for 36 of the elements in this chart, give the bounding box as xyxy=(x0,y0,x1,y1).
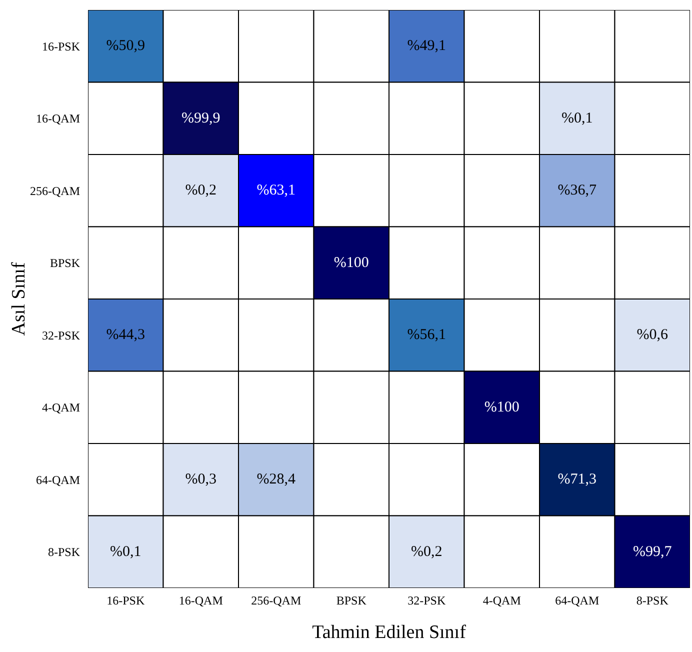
x-tick-label: 16-PSK xyxy=(106,594,145,608)
data-label: %28,4 xyxy=(256,472,296,488)
x-tick-label: 32-PSK xyxy=(408,594,446,608)
y-axis-title: Asıl Sınıf xyxy=(8,262,30,336)
data-label: %0,2 xyxy=(185,182,216,199)
data-label: %99,9 xyxy=(182,110,220,126)
data-label: %0,6 xyxy=(636,327,668,344)
x-tick-label: BPSK xyxy=(336,594,367,608)
data-label: %0,1 xyxy=(562,110,593,126)
y-tick-label: 16-QAM xyxy=(36,112,80,126)
y-tick-label: 16-PSK xyxy=(42,39,80,54)
data-label: %44,3 xyxy=(106,327,145,344)
x-tick-label: 4-QAM xyxy=(482,594,522,608)
x-axis-title: Tahmin Edilen Sınıf xyxy=(312,622,467,643)
x-tick-label: 64-QAM xyxy=(555,594,600,608)
y-tick-label: 32-PSK xyxy=(42,328,80,342)
data-label: %49,1 xyxy=(407,38,446,54)
y-tick-label: BPSK xyxy=(50,256,80,270)
data-label: %63,1 xyxy=(256,182,296,199)
data-label: %100 xyxy=(484,399,520,416)
data-label: %50,9 xyxy=(106,38,145,54)
y-tick-label: 8-PSK xyxy=(48,545,80,560)
data-label: %56,1 xyxy=(407,327,446,344)
x-tick-label: 8-PSK xyxy=(636,594,669,608)
data-label: %0,3 xyxy=(185,472,216,488)
data-label: %36,7 xyxy=(558,182,597,199)
y-tick-label: 256-QAM xyxy=(30,184,80,198)
y-tick-label: 64-QAM xyxy=(36,472,80,487)
data-label: %71,3 xyxy=(558,472,596,488)
data-label: %0,1 xyxy=(110,544,142,560)
x-tick-label: 256-QAM xyxy=(251,594,302,608)
y-tick-label: 4-QAM xyxy=(42,400,80,415)
x-tick-label: 16-QAM xyxy=(178,594,224,608)
data-label: %100 xyxy=(334,254,369,271)
data-label: %0,2 xyxy=(411,544,442,560)
data-label: %99,7 xyxy=(633,544,672,560)
